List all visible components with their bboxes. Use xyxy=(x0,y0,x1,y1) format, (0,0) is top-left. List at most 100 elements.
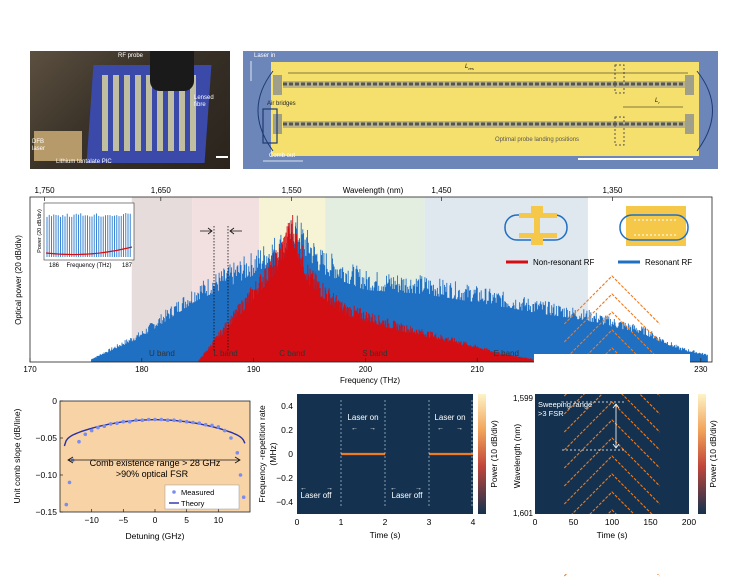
lensed-fibre-text: Lensed fibre xyxy=(194,95,214,108)
inset-comb-lines xyxy=(45,213,133,257)
time-y-label-2: (MHz) xyxy=(268,442,278,465)
spectrum-series xyxy=(91,215,708,362)
legend-nonres-label: Non-resonant RF xyxy=(533,258,594,267)
time-x-ticks: 0 1 2 3 4 xyxy=(295,517,476,527)
inset-tick-187: 187 xyxy=(122,263,133,269)
measured-point-17 xyxy=(165,418,170,423)
measured-point-26 xyxy=(222,428,227,433)
sweep-y-tick-top: 1,599 xyxy=(513,394,534,403)
time-x-tick-label-4: 4 xyxy=(471,517,476,527)
inset-x-label: Frequency (THz) xyxy=(66,263,111,269)
probe-positions-label: Optimal probe landing positions xyxy=(495,137,580,143)
rf-probe-label: RF probe xyxy=(118,53,144,59)
probe-pad-2 xyxy=(685,75,694,95)
spectrum-top-tick-label-1: 1,650 xyxy=(151,186,172,195)
measured-point-9 xyxy=(115,421,119,426)
l-res-subscript: res xyxy=(468,66,474,72)
inset-red-trace xyxy=(45,246,133,256)
measured-point-21 xyxy=(191,420,195,425)
spectrum-top-tick-label-3: 1,450 xyxy=(431,186,452,195)
existence-range-arrow xyxy=(67,456,241,464)
spectrum-band-labels: U band L band C band S band E band xyxy=(149,349,519,358)
sweep-lines xyxy=(534,275,690,577)
sweep-line-1 xyxy=(563,293,661,343)
laser-off-label-2: Laser off xyxy=(392,491,424,500)
detuning-y-tick-label-1: −0.05 xyxy=(35,433,57,443)
inset-tick-186: 186 xyxy=(49,263,60,269)
legend-theory-label: Theory xyxy=(181,499,205,508)
sweep-range-label: Sweeping range xyxy=(538,400,592,409)
sweep-colorbar-label: Power (10 dB/div) xyxy=(708,420,718,488)
time-x-tick-label-2: 2 xyxy=(383,517,388,527)
photo-laser-block xyxy=(34,131,82,161)
time-x-tick-label-3: 3 xyxy=(427,517,432,527)
non-resonant-electrode-icon xyxy=(504,206,568,245)
air-bridges-label: Air bridges xyxy=(267,101,296,107)
laser-off-arrow-1-right: → xyxy=(326,485,333,492)
nr-pad-top xyxy=(531,206,543,214)
measured-point-30 xyxy=(241,495,246,500)
measured-point-13 xyxy=(140,418,145,423)
detuning-y-tick-label-0: 0 xyxy=(52,396,57,406)
time-x-tick-label-1: 1 xyxy=(339,517,344,527)
sweep-x-tick-label-0: 0 xyxy=(533,517,538,527)
measured-point-24 xyxy=(210,423,214,428)
sweep-y-tick-bottom: 1,601 xyxy=(513,509,534,518)
nr-stem xyxy=(534,217,540,235)
band-label-u-band: U band xyxy=(149,349,175,358)
time-x-label: Time (s) xyxy=(370,530,401,540)
nr-pad-bottom xyxy=(531,237,543,245)
measured-point-7 xyxy=(102,424,107,429)
probe-pad-4 xyxy=(685,114,694,134)
lensed-fibre-label: Lensed fibre xyxy=(194,95,220,109)
legend-measured-label: Measured xyxy=(181,488,214,497)
spectrum-x-tick-label-230: 230 xyxy=(694,365,708,374)
measured-point-27 xyxy=(229,436,233,440)
time-colorbar-label: Power (10 dB/div) xyxy=(489,420,499,488)
detuning-x-tick-label-3: 5 xyxy=(184,515,189,525)
detuning-legend-box xyxy=(164,484,240,510)
waveguide-right xyxy=(696,70,713,152)
sweep-x-tick-label-2: 100 xyxy=(605,517,619,527)
measured-point-19 xyxy=(178,419,183,423)
detuning-x-tick-label-1: −5 xyxy=(118,515,128,525)
nr-bar-bottom xyxy=(519,233,557,238)
l-rf-subscript: r xyxy=(658,100,660,106)
time-y-ticks: 0.4 0.2 0 −0.2 −0.4 xyxy=(276,401,293,507)
time-y-tick-label-1: 0.2 xyxy=(281,425,293,435)
band-label-s-band: S band xyxy=(362,349,387,358)
band-label-l-band: L band xyxy=(214,349,238,358)
inset-y-label: Power (20 dB/div) xyxy=(37,209,43,253)
comb-out-label: Comb out xyxy=(269,153,296,159)
legend-res-label: Resonant RF xyxy=(645,258,692,267)
band-label-c-band: C band xyxy=(279,349,305,358)
sweep-line-0 xyxy=(563,275,661,325)
sweep-x-tick-label-1: 50 xyxy=(569,517,579,527)
laser-on-arrow-1-left: ← xyxy=(351,425,358,432)
measured-point-16 xyxy=(159,417,164,422)
probe-landing-top xyxy=(614,64,625,94)
detuning-x-ticks: −10 −5 0 5 10 xyxy=(84,509,223,525)
nonresonant-comb xyxy=(197,215,534,362)
sweep-x-tick-label-4: 200 xyxy=(682,517,696,527)
time-y-tick-label-0: 0.4 xyxy=(281,401,293,411)
spectrum-x-tick-label-190: 190 xyxy=(247,365,261,374)
sweep-y-label: Wavelength (nm) xyxy=(512,424,522,489)
existence-fsr-label: >90% optical FSR xyxy=(116,469,189,479)
sweep-line-2 xyxy=(563,311,661,361)
fsr-arrow-right xyxy=(229,227,242,235)
laser-on-arrow-2-left: ← xyxy=(437,425,444,432)
laser-on-label-2: Laser on xyxy=(434,413,465,422)
measured-point-29 xyxy=(238,473,243,477)
time-y-tick-label-4: −0.4 xyxy=(276,497,293,507)
sweep-clip-top xyxy=(534,354,690,394)
measured-point-23 xyxy=(203,422,208,427)
measured-point-18 xyxy=(172,418,176,423)
spectrum-y-label: Optical power (20 dB/div) xyxy=(14,235,23,325)
existence-range-label: Comb existence range > 28 GHz xyxy=(90,458,221,468)
spectrum-chart: 170180190200210220230 1,7501,6501,5501,4… xyxy=(14,186,713,385)
measured-point-12 xyxy=(134,418,138,423)
scale-bar xyxy=(216,156,228,158)
spectrum-x-tick-label-210: 210 xyxy=(471,365,485,374)
